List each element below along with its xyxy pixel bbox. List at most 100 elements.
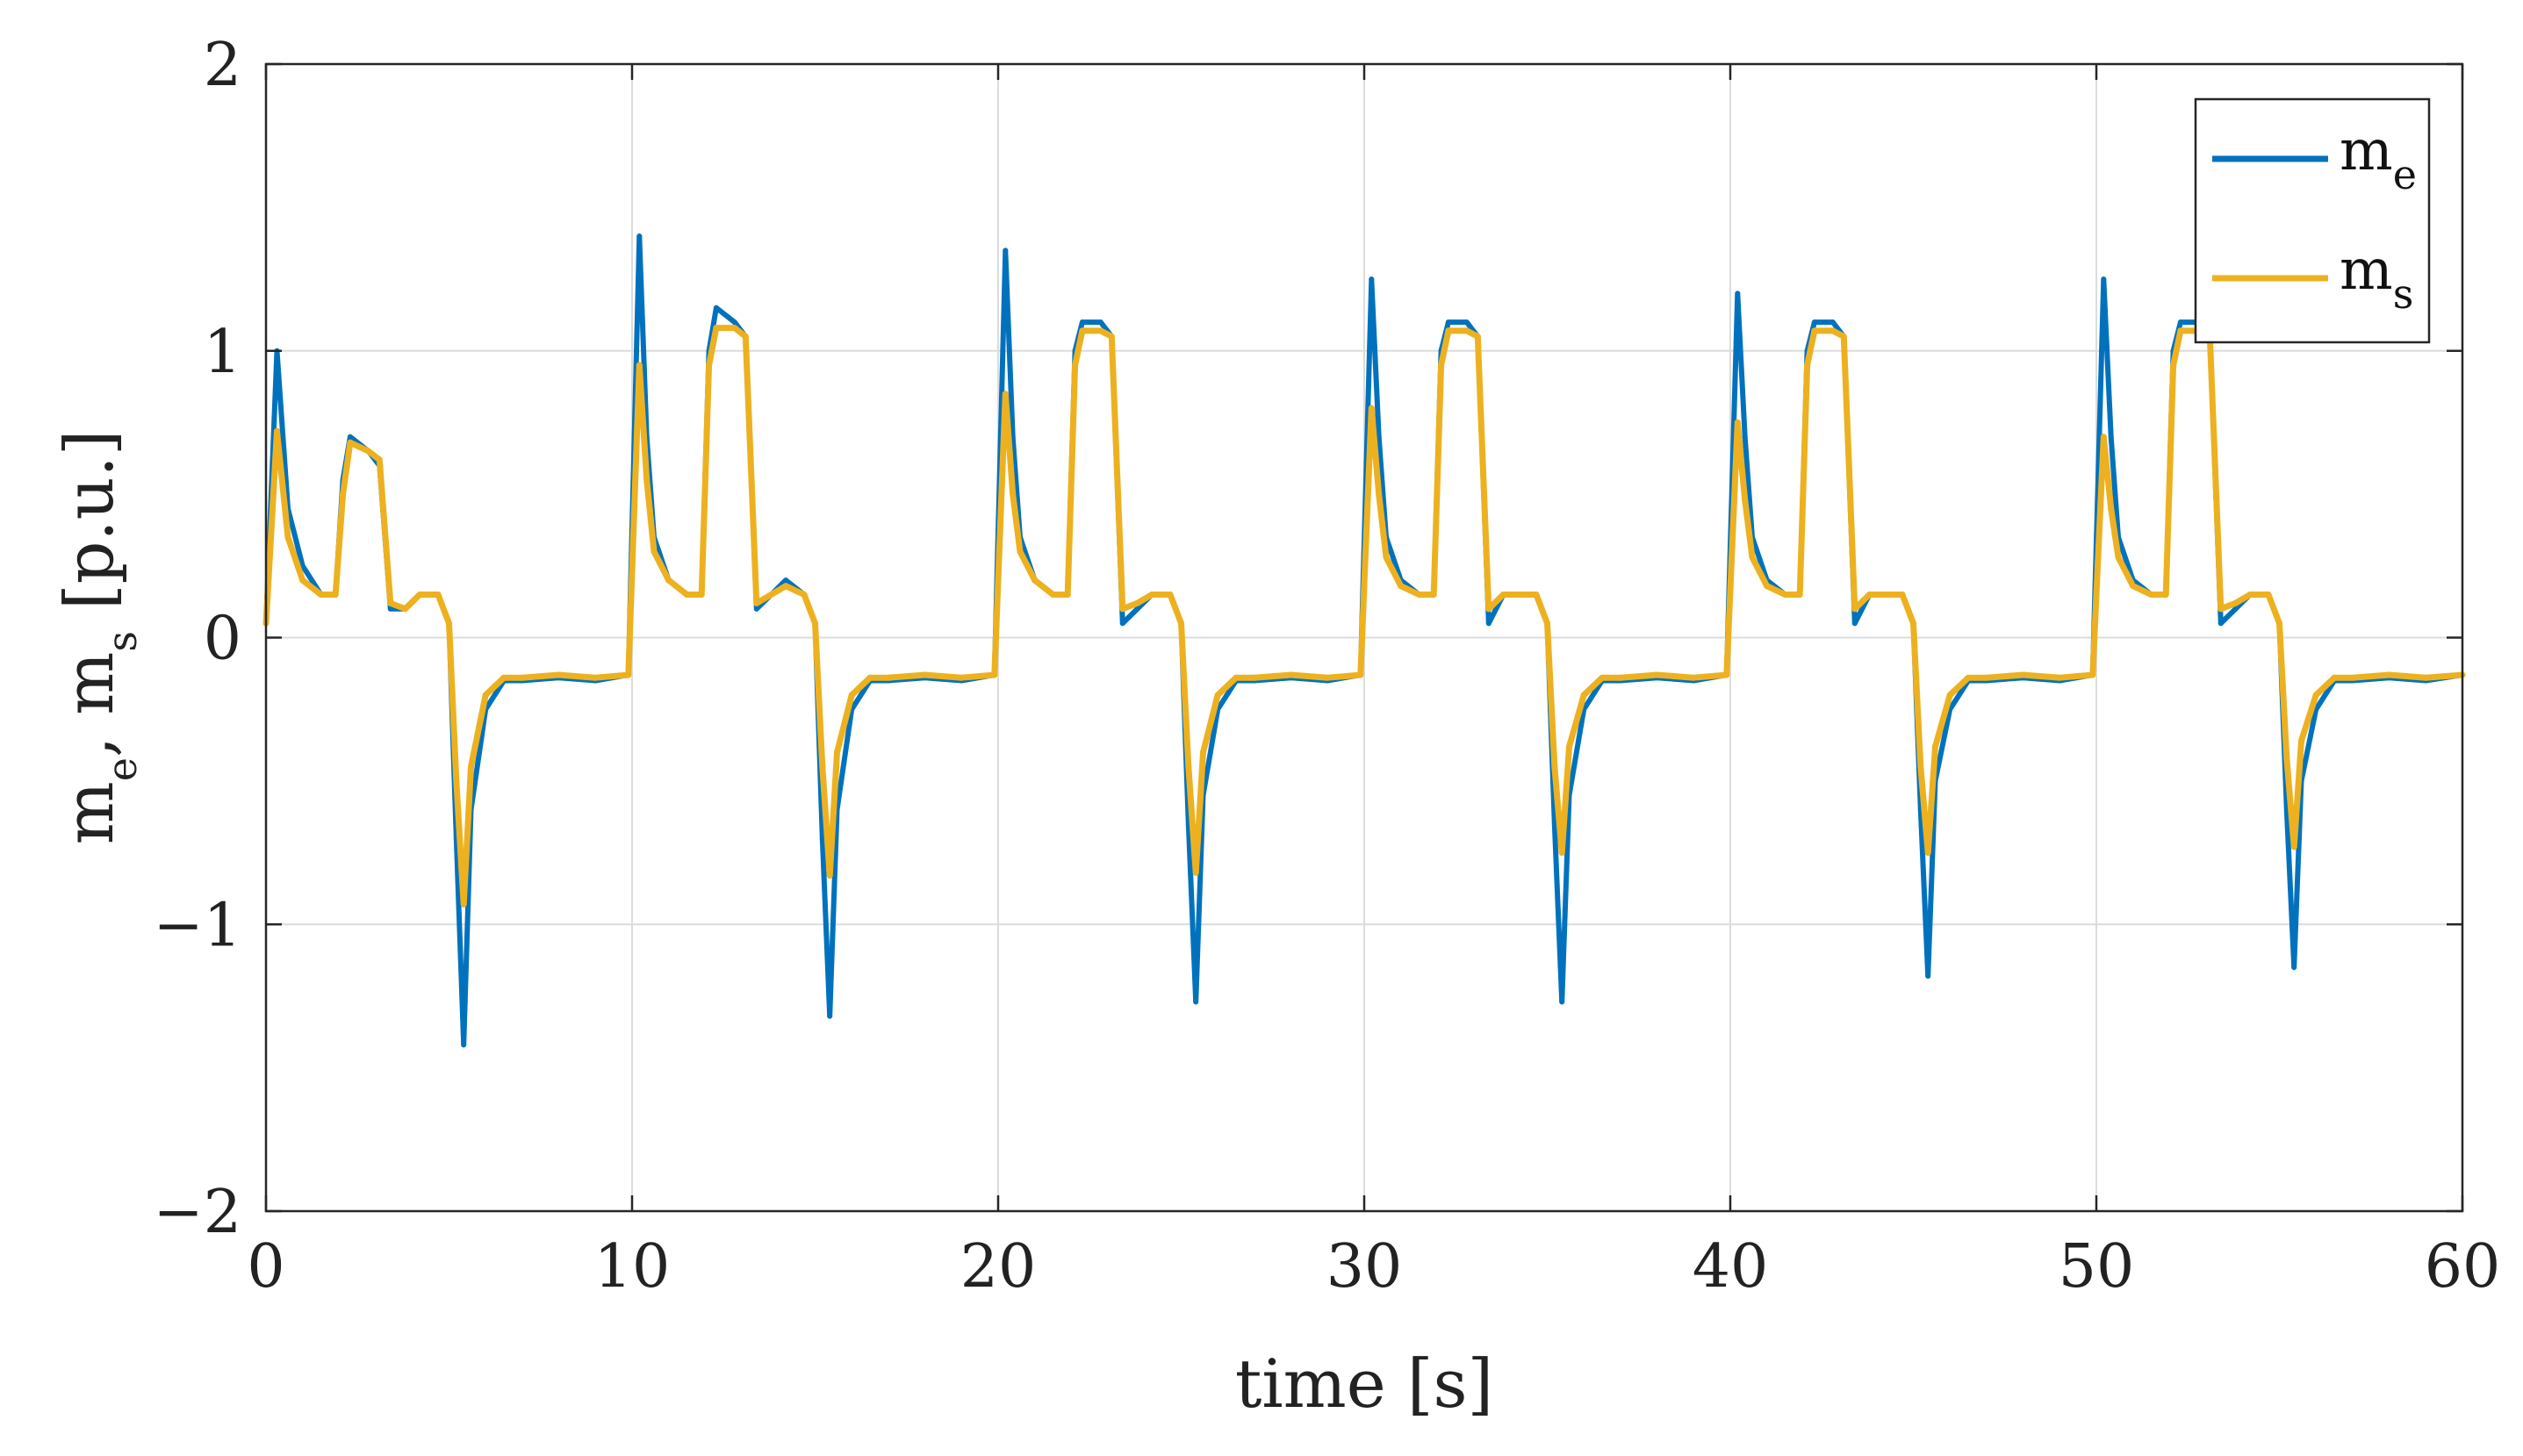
- data-point-ms: [347, 439, 354, 446]
- data-point-ms: [592, 674, 599, 681]
- x-axis-label: time [s]: [1235, 1345, 1493, 1423]
- data-point-ms: [1072, 362, 1079, 369]
- data-point-me: [1445, 319, 1451, 326]
- data-point-ms: [1324, 674, 1331, 681]
- data-point-me: [2218, 620, 2224, 627]
- data-point-ms: [453, 778, 460, 785]
- data-point-ms: [2148, 592, 2154, 598]
- data-point-ms: [1445, 327, 1452, 334]
- data-point-me: [461, 1042, 467, 1048]
- y-axis-label-sub-s: s: [98, 631, 146, 652]
- data-point-ms: [482, 692, 489, 699]
- data-point-ms: [651, 549, 658, 555]
- data-point-ms: [1233, 674, 1240, 681]
- data-point-ms: [1079, 327, 1086, 334]
- data-point-ms: [1097, 327, 1104, 334]
- data-point-ms: [991, 671, 998, 678]
- data-point-ms: [299, 577, 306, 584]
- data-point-ms: [2331, 674, 2338, 681]
- data-point-me: [1851, 620, 1858, 627]
- data-point-ms: [801, 592, 808, 598]
- data-point-ms: [1899, 592, 1906, 598]
- data-point-me: [1376, 434, 1382, 440]
- data-point-me: [713, 305, 719, 311]
- data-point-ms: [1829, 327, 1837, 334]
- data-point-ms: [1119, 606, 1126, 613]
- data-point-ms: [1167, 592, 1174, 598]
- data-point-ms: [460, 900, 467, 907]
- data-point-ms: [1533, 592, 1540, 598]
- data-point-ms: [1357, 671, 1364, 678]
- data-point-ms: [1946, 692, 1953, 699]
- legend-label-ms-main: m: [2340, 238, 2393, 303]
- x-tick-label: 10: [594, 1232, 671, 1302]
- data-point-ms: [500, 674, 507, 681]
- ticks: [264, 62, 2464, 1213]
- data-point-me: [2101, 276, 2107, 283]
- y-tick-label: −1: [154, 891, 241, 960]
- x-tick-label: 40: [1693, 1232, 1769, 1302]
- data-point-ms: [1185, 764, 1192, 770]
- y-axis-label-unit: [p.u.]: [50, 430, 128, 631]
- data-point-ms: [1178, 620, 1184, 627]
- data-point-ms: [1782, 592, 1788, 598]
- y-tick-label: 1: [204, 318, 241, 387]
- data-point-me: [2291, 965, 2297, 971]
- data-point-ms: [1108, 333, 1115, 340]
- data-point-ms: [1654, 671, 1661, 678]
- legend-label-ms: ms: [2340, 238, 2413, 318]
- data-point-ms: [1580, 692, 1587, 699]
- data-point-ms: [713, 325, 720, 332]
- data-point-ms: [318, 592, 325, 598]
- data-point-ms: [2020, 671, 2027, 678]
- data-point-ms: [922, 671, 929, 678]
- data-point-ms: [1500, 592, 1506, 598]
- data-point-ms: [1551, 764, 1558, 770]
- data-point-ms: [2312, 692, 2319, 699]
- data-point-ms: [2265, 592, 2272, 598]
- data-point-ms: [1368, 405, 1375, 412]
- data-point-me: [1369, 276, 1375, 283]
- data-point-ms: [819, 764, 826, 770]
- legend-label-me-sub: e: [2393, 151, 2417, 198]
- data-point-ms: [332, 592, 339, 598]
- data-point-ms: [958, 674, 965, 681]
- y-axis-label: me, ms [p.u.]: [50, 430, 146, 845]
- data-point-ms: [2115, 554, 2122, 561]
- data-point-me: [1119, 620, 1125, 627]
- data-point-ms: [1690, 674, 1697, 681]
- data-point-ms: [753, 599, 760, 606]
- data-point-ms: [2100, 434, 2107, 441]
- data-point-me: [2177, 319, 2183, 326]
- data-point-ms: [1851, 606, 1858, 613]
- data-point-me: [1735, 290, 1741, 297]
- data-point-ms: [625, 671, 632, 678]
- data-point-ms: [1749, 554, 1756, 561]
- data-point-ms: [1558, 850, 1565, 857]
- x-tick-label: 20: [960, 1232, 1037, 1302]
- data-point-ms: [2298, 737, 2304, 744]
- data-point-ms: [556, 671, 563, 678]
- legend-label-ms-sub: s: [2393, 270, 2414, 318]
- data-point-ms: [2386, 671, 2393, 678]
- data-point-ms: [731, 325, 738, 332]
- data-point-ms: [1050, 592, 1056, 598]
- y-tick-label: 0: [204, 605, 241, 674]
- data-point-me: [347, 434, 353, 440]
- data-point-ms: [1288, 671, 1295, 678]
- data-point-ms: [1734, 419, 1741, 426]
- data-point-ms: [435, 592, 442, 598]
- data-point-ms: [1200, 749, 1206, 756]
- series-layer: [262, 233, 2466, 1048]
- data-point-ms: [1723, 671, 1730, 678]
- data-point-me: [636, 233, 643, 240]
- data-point-ms: [2283, 755, 2290, 762]
- data-point-ms: [698, 592, 705, 598]
- data-point-ms: [1811, 327, 1818, 334]
- data-point-ms: [706, 362, 713, 369]
- data-point-ms: [636, 362, 643, 369]
- data-point-ms: [1599, 674, 1606, 681]
- data-point-ms: [1214, 692, 1221, 699]
- data-point-me: [1485, 620, 1492, 627]
- data-point-ms: [1010, 491, 1017, 498]
